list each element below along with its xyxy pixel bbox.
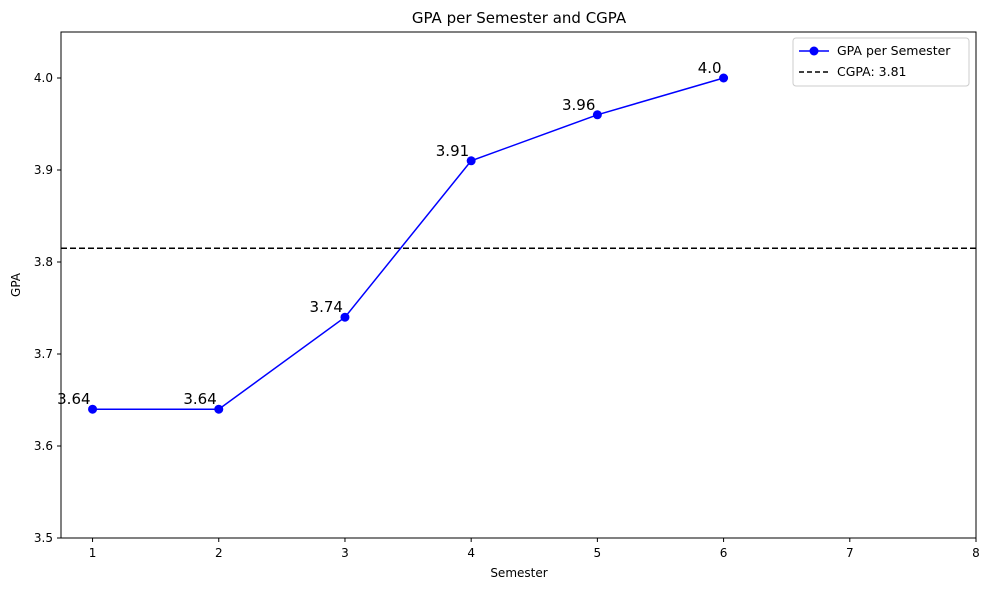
x-tick-label: 4	[467, 546, 475, 560]
x-axis: 1 2 3 4 5 6 7 8	[89, 538, 980, 560]
gpa-data-label: 3.96	[562, 96, 595, 114]
gpa-data-point	[592, 110, 602, 120]
gpa-data-label: 3.64	[57, 390, 90, 408]
chart-title: GPA per Semester and CGPA	[412, 9, 627, 27]
legend-gpa-marker	[809, 46, 819, 56]
x-tick-label: 7	[846, 546, 854, 560]
y-tick-label: 3.7	[34, 347, 53, 361]
y-axis: 3.5 3.6 3.7 3.8 3.9 4.0	[34, 71, 61, 545]
gpa-data-label: 3.91	[436, 142, 469, 160]
x-axis-label: Semester	[490, 566, 547, 580]
gpa-data-label: 4.0	[698, 59, 722, 77]
x-tick-label: 5	[594, 546, 602, 560]
y-tick-label: 4.0	[34, 71, 53, 85]
gpa-data-label: 3.74	[310, 298, 343, 316]
x-tick-label: 2	[215, 546, 223, 560]
y-tick-label: 3.6	[34, 439, 53, 453]
y-tick-label: 3.5	[34, 531, 53, 545]
y-tick-label: 3.9	[34, 163, 53, 177]
legend-gpa-label: GPA per Semester	[837, 43, 951, 58]
x-tick-label: 8	[972, 546, 980, 560]
gpa-data-point	[88, 404, 98, 414]
gpa-data-point	[214, 404, 224, 414]
y-axis-label: GPA	[9, 272, 23, 297]
legend-cgpa-label: CGPA: 3.81	[837, 64, 907, 79]
legend-box	[792, 37, 970, 87]
gpa-series-line	[92, 77, 724, 410]
gpa-data-point	[719, 73, 729, 83]
legend: GPA per Semester CGPA: 3.81	[792, 37, 970, 87]
x-tick-label: 6	[720, 546, 728, 560]
x-tick-label: 1	[89, 546, 97, 560]
plot-area: 3.64 3.64 3.74 3.91 3.96 4.0	[57, 59, 976, 414]
y-tick-label: 3.8	[34, 255, 53, 269]
plot-frame	[60, 31, 977, 539]
x-tick-label: 3	[341, 546, 349, 560]
gpa-data-point	[340, 312, 350, 322]
gpa-data-point	[466, 156, 476, 166]
gpa-data-label: 3.64	[183, 390, 216, 408]
